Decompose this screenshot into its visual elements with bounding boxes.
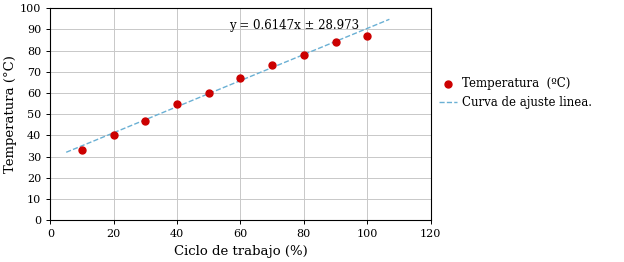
X-axis label: Ciclo de trabajo (%): Ciclo de trabajo (%) — [173, 245, 308, 258]
Point — [172, 101, 182, 106]
Point — [331, 40, 341, 44]
Point — [140, 118, 150, 123]
Point — [109, 133, 119, 138]
Legend: Temperatura  (ºC), Curva de ajuste linea.: Temperatura (ºC), Curva de ajuste linea. — [434, 72, 597, 114]
Y-axis label: Temperatura (°C): Temperatura (°C) — [4, 55, 17, 173]
Point — [299, 53, 309, 57]
Point — [362, 34, 372, 38]
Text: y = 0.6147x ± 28.973: y = 0.6147x ± 28.973 — [229, 19, 359, 32]
Point — [267, 63, 277, 68]
Point — [204, 91, 214, 95]
Point — [235, 76, 245, 80]
Point — [77, 148, 87, 152]
